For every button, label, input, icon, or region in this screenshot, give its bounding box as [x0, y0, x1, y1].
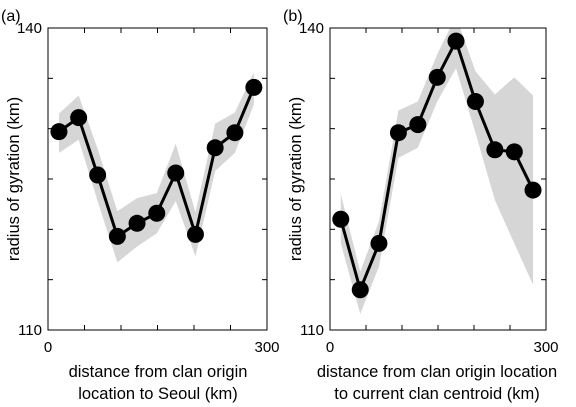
panel-label: (b): [283, 8, 303, 25]
x-tick-label-max: 300: [254, 339, 279, 356]
data-point: [50, 123, 68, 141]
data-point: [466, 92, 484, 110]
data-point: [505, 143, 523, 161]
data-point: [486, 141, 504, 159]
x-tick-label-min: 0: [44, 339, 52, 356]
x-axis-title-line-1: distance from clan origin: [69, 363, 248, 381]
data-point: [186, 225, 204, 243]
y-tick-label-max: 140: [299, 20, 324, 37]
x-axis-title-line-2: to current clan centroid (km): [334, 385, 539, 403]
data-point: [167, 164, 185, 182]
panel-b: (b) 140 110 0 300 radius of gyration (km…: [283, 8, 559, 403]
x-tick-label-max: 300: [533, 339, 558, 356]
y-tick-label-min: 110: [18, 322, 42, 339]
data-point: [245, 78, 263, 96]
data-point: [447, 32, 465, 50]
data-point: [89, 166, 107, 184]
data-point: [389, 124, 407, 142]
data-point: [128, 214, 146, 232]
data-point: [428, 68, 446, 86]
y-tick-label-max: 140: [17, 20, 42, 37]
y-tick-label-min: 110: [300, 322, 324, 339]
data-point: [409, 116, 427, 134]
y-axis-title: radius of gyration (km): [287, 97, 305, 261]
plot-frame: [47, 27, 268, 331]
data-point: [370, 234, 388, 252]
x-axis-title-line-1: distance from clan origin location: [317, 363, 557, 381]
x-tick-label-min: 0: [326, 339, 334, 356]
y-axis-title: radius of gyration (km): [5, 97, 23, 261]
panel-a: (a) 140 110 0 300 radius of gyration (km…: [1, 8, 280, 403]
data-point: [524, 181, 542, 199]
data-point: [70, 109, 88, 127]
tick-marks: [330, 28, 546, 330]
data-point: [148, 204, 166, 222]
confidence-band: [340, 28, 534, 314]
tick-marks: [48, 28, 267, 330]
x-axis-title-line-2: location to Seoul (km): [78, 385, 238, 403]
data-point: [332, 210, 350, 228]
data-point: [108, 227, 126, 245]
confidence-band: [58, 72, 254, 263]
data-point: [351, 281, 369, 299]
data-markers: [332, 32, 542, 299]
data-point: [206, 139, 224, 157]
data-point: [226, 124, 244, 142]
data-markers: [50, 78, 263, 245]
panel-label: (a): [1, 8, 21, 25]
